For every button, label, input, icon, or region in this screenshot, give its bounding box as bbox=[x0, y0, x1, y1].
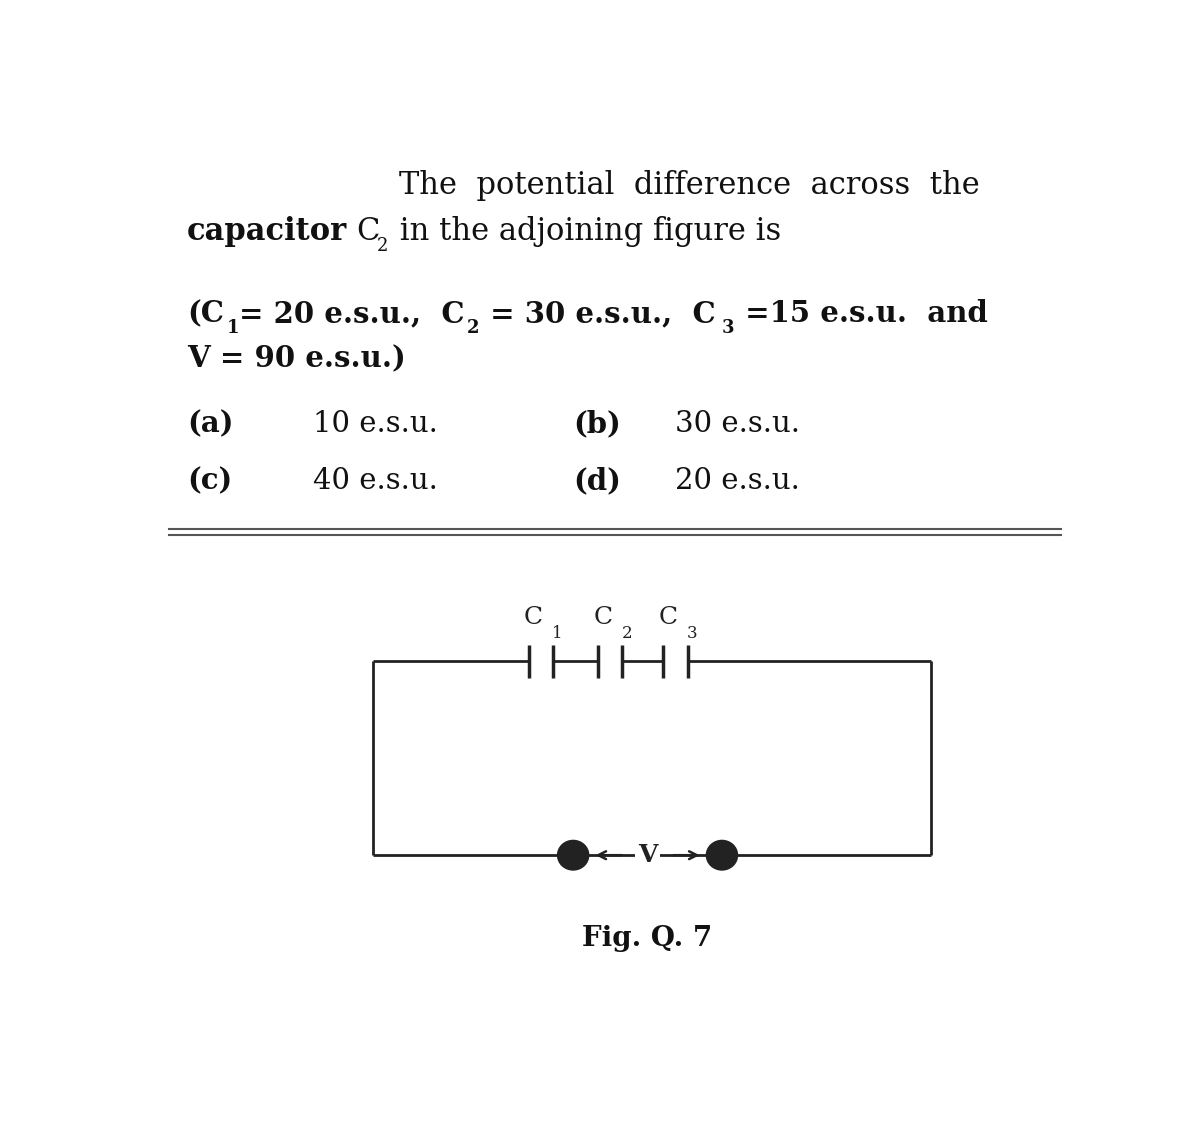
Text: C: C bbox=[356, 216, 380, 247]
Text: 2: 2 bbox=[622, 625, 632, 642]
Text: (c): (c) bbox=[187, 467, 233, 495]
Text: V = 90 e.s.u.): V = 90 e.s.u.) bbox=[187, 344, 406, 374]
Text: 1: 1 bbox=[227, 318, 239, 336]
Text: = 20 e.s.u.,  C: = 20 e.s.u., C bbox=[239, 299, 464, 328]
Text: C: C bbox=[659, 606, 678, 629]
Text: 2: 2 bbox=[467, 318, 480, 336]
Text: (a): (a) bbox=[187, 410, 234, 438]
Text: = 30 e.s.u.,  C: = 30 e.s.u., C bbox=[480, 299, 715, 328]
Text: 3: 3 bbox=[722, 318, 734, 336]
Text: Fig. Q. 7: Fig. Q. 7 bbox=[582, 925, 713, 953]
Text: C: C bbox=[593, 606, 612, 629]
Text: in the adjoining figure is: in the adjoining figure is bbox=[390, 216, 781, 247]
Text: 1: 1 bbox=[552, 625, 563, 642]
Text: 20 e.s.u.: 20 e.s.u. bbox=[676, 467, 800, 495]
Text: =15 e.s.u.  and: =15 e.s.u. and bbox=[734, 299, 988, 328]
Text: 10 e.s.u.: 10 e.s.u. bbox=[313, 410, 438, 437]
Text: (b): (b) bbox=[574, 410, 620, 438]
Circle shape bbox=[707, 841, 737, 869]
Text: capacitor: capacitor bbox=[187, 216, 348, 247]
Text: (d): (d) bbox=[574, 467, 622, 495]
Text: C: C bbox=[523, 606, 542, 629]
Text: V: V bbox=[638, 843, 658, 867]
Circle shape bbox=[558, 841, 588, 869]
Text: 3: 3 bbox=[686, 625, 697, 642]
Text: The  potential  difference  across  the: The potential difference across the bbox=[400, 170, 979, 201]
Text: 30 e.s.u.: 30 e.s.u. bbox=[676, 410, 800, 437]
Text: (C: (C bbox=[187, 299, 224, 328]
Text: 2: 2 bbox=[377, 237, 389, 255]
Text: 40 e.s.u.: 40 e.s.u. bbox=[313, 467, 438, 495]
